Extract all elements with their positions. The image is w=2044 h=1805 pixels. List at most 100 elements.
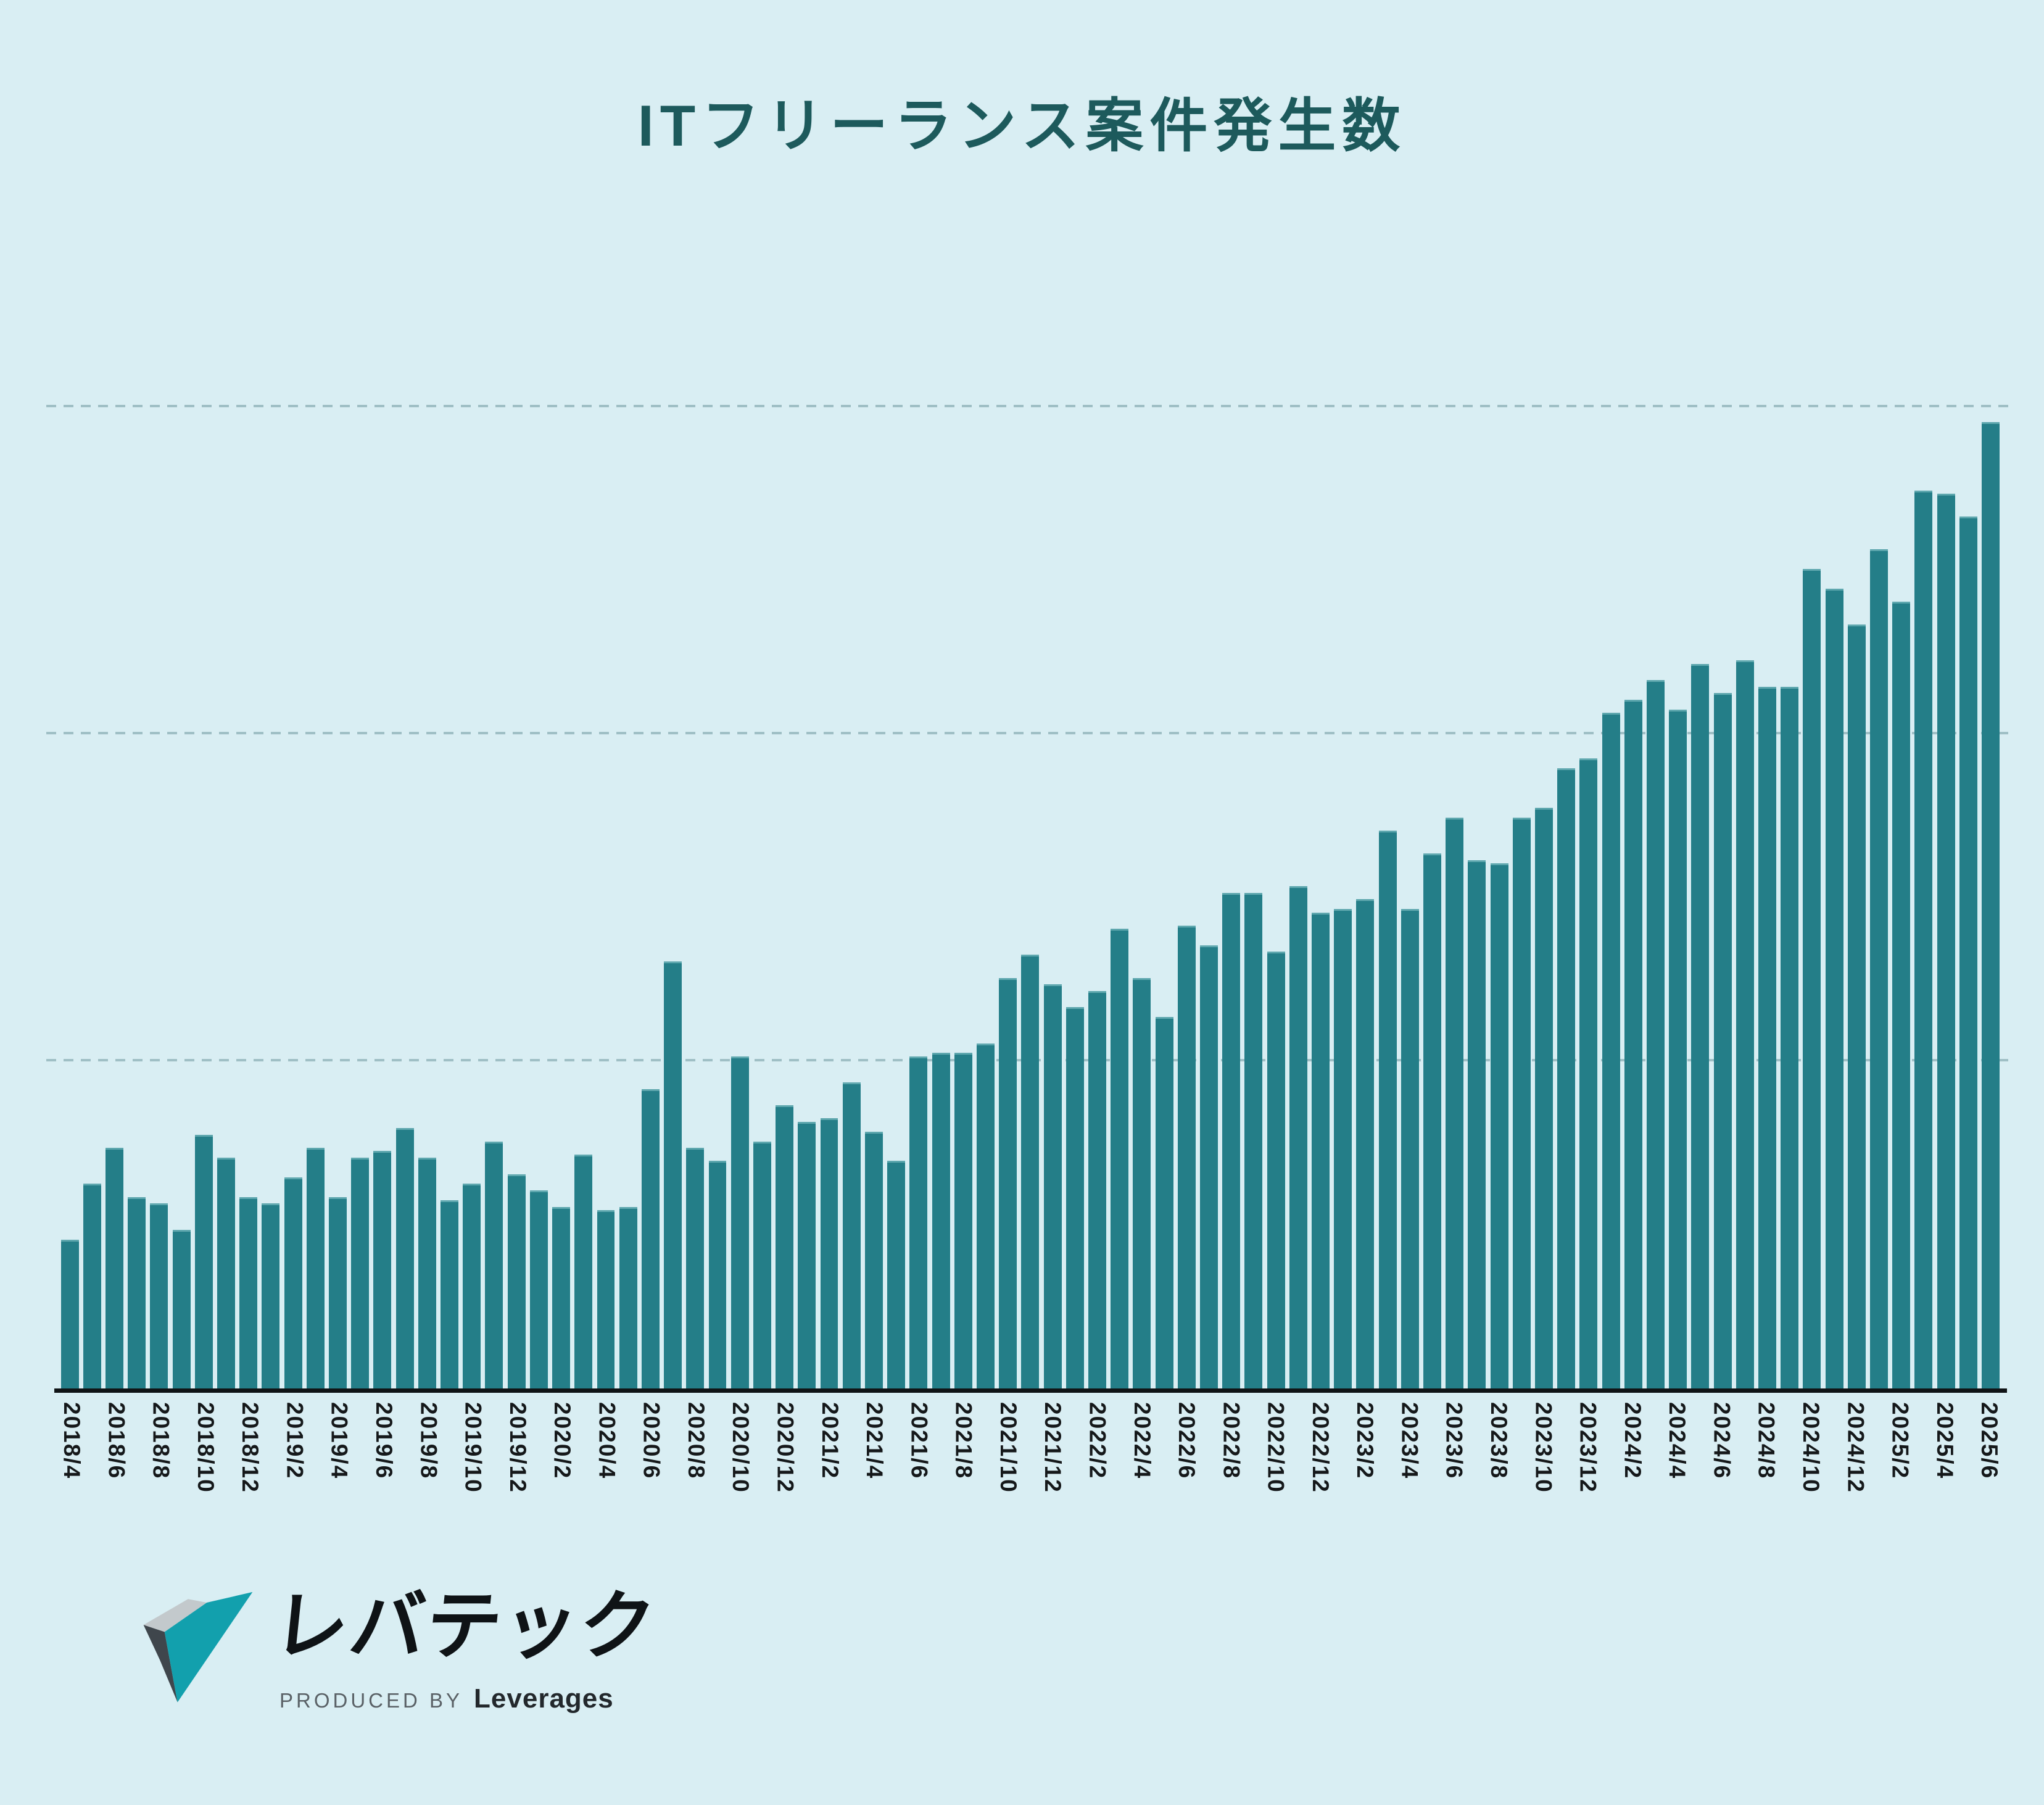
company-name-label: Leverages xyxy=(474,1683,614,1714)
bar-2024/8 xyxy=(1758,686,1777,1388)
bar-2022/3 xyxy=(1111,929,1129,1388)
x-tick-label-2024/4: 2024/4 xyxy=(1665,1402,1690,1480)
bar-slot-2024/4 xyxy=(1667,333,1689,1388)
bar-2020/1 xyxy=(529,1190,548,1388)
bar-slot-2020/4 xyxy=(595,333,617,1388)
bar-slot-2019/6 xyxy=(371,333,394,1388)
x-tick-label-2019/10: 2019/10 xyxy=(460,1402,486,1493)
x-tick-slot-2023/7 xyxy=(1467,1402,1486,1550)
bars-row xyxy=(59,333,2002,1388)
x-tick-label-2020/8: 2020/8 xyxy=(683,1402,709,1480)
x-tick-label-2022/2: 2022/2 xyxy=(1085,1402,1111,1480)
bar-2023/2 xyxy=(1356,899,1375,1388)
x-tick-label-2024/6: 2024/6 xyxy=(1709,1402,1735,1480)
x-tick-slot-2023/5 xyxy=(1422,1402,1441,1550)
bar-slot-2021/4 xyxy=(863,333,885,1388)
bar-2020/2 xyxy=(552,1206,571,1388)
bar-2023/12 xyxy=(1579,758,1598,1388)
x-tick-slot-2023/10: 2023/10 xyxy=(1530,1402,1556,1550)
bar-slot-2019/7 xyxy=(394,333,416,1388)
bar-2024/3 xyxy=(1647,680,1665,1388)
bar-2024/10 xyxy=(1803,569,1821,1388)
bar-2022/11 xyxy=(1289,886,1307,1388)
x-tick-slot-2018/5 xyxy=(85,1402,103,1550)
bar-slot-2024/6 xyxy=(1711,333,1734,1388)
bar-2022/7 xyxy=(1199,945,1218,1388)
bar-slot-2023/2 xyxy=(1354,333,1376,1388)
x-tick-slot-2025/3 xyxy=(1913,1402,1932,1550)
x-tick-label-2021/4: 2021/4 xyxy=(862,1402,888,1480)
bar-2019/5 xyxy=(351,1158,370,1388)
produced-by-label: PRODUCED BY xyxy=(279,1689,463,1712)
x-tick-slot-2022/8: 2022/8 xyxy=(1218,1402,1244,1550)
bar-2019/10 xyxy=(463,1184,481,1388)
x-tick-label-2024/2: 2024/2 xyxy=(1620,1402,1645,1480)
x-tick-label-2020/12: 2020/12 xyxy=(772,1402,798,1493)
x-tick-slot-2025/4: 2025/4 xyxy=(1932,1402,1958,1550)
bar-slot-2023/1 xyxy=(1332,333,1354,1388)
bar-2021/12 xyxy=(1043,984,1062,1388)
x-tick-slot-2021/2: 2021/2 xyxy=(817,1402,843,1550)
bar-2018/8 xyxy=(150,1203,168,1388)
bar-2018/10 xyxy=(194,1134,213,1388)
x-tick-label-2020/10: 2020/10 xyxy=(728,1402,754,1493)
x-tick-slot-2020/5 xyxy=(619,1402,638,1550)
bar-slot-2022/12 xyxy=(1309,333,1331,1388)
x-tick-label-2021/2: 2021/2 xyxy=(817,1402,843,1480)
bar-slot-2020/9 xyxy=(706,333,729,1388)
x-tick-label-2019/2: 2019/2 xyxy=(282,1402,308,1480)
x-tick-slot-2025/1 xyxy=(1868,1402,1887,1550)
x-tick-slot-2022/1 xyxy=(1065,1402,1084,1550)
x-tick-slot-2019/12: 2019/12 xyxy=(505,1402,531,1550)
x-tick-label-2021/12: 2021/12 xyxy=(1040,1402,1066,1493)
bar-slot-2022/5 xyxy=(1153,333,1175,1388)
x-tick-slot-2019/1 xyxy=(263,1402,281,1550)
x-tick-slot-2022/11 xyxy=(1289,1402,1307,1550)
x-tick-label-2019/8: 2019/8 xyxy=(416,1402,442,1480)
gridline-level-2 xyxy=(46,732,2008,734)
x-tick-label-2019/4: 2019/4 xyxy=(326,1402,352,1480)
x-tick-slot-2024/5 xyxy=(1690,1402,1708,1550)
x-tick-slot-2024/4: 2024/4 xyxy=(1664,1402,1690,1550)
bar-slot-2023/8 xyxy=(1488,333,1510,1388)
logo-wordmark: レバテック xyxy=(268,1584,661,1668)
x-tick-label-2019/12: 2019/12 xyxy=(505,1402,531,1493)
bar-slot-2021/5 xyxy=(885,333,908,1388)
x-tick-label-2023/12: 2023/12 xyxy=(1575,1402,1601,1493)
x-tick-slot-2024/8: 2024/8 xyxy=(1753,1402,1779,1550)
x-tick-slot-2019/5 xyxy=(352,1402,371,1550)
x-tick-slot-2020/7 xyxy=(664,1402,683,1550)
bar-slot-2024/12 xyxy=(1845,333,1868,1388)
bar-slot-2019/3 xyxy=(304,333,326,1388)
bar-slot-2021/10 xyxy=(997,333,1019,1388)
x-tick-slot-2022/7 xyxy=(1199,1402,1218,1550)
x-tick-slot-2022/5 xyxy=(1155,1402,1173,1550)
bar-2019/8 xyxy=(418,1158,436,1388)
x-tick-slot-2020/4: 2020/4 xyxy=(594,1402,619,1550)
x-tick-slot-2020/12: 2020/12 xyxy=(772,1402,798,1550)
bar-slot-2023/5 xyxy=(1421,333,1443,1388)
bar-2019/6 xyxy=(373,1151,392,1388)
x-tick-slot-2023/8: 2023/8 xyxy=(1486,1402,1512,1550)
x-tick-label-2025/6: 2025/6 xyxy=(1977,1402,2003,1480)
bar-slot-2020/2 xyxy=(550,333,572,1388)
bar-2025/3 xyxy=(1914,490,1933,1388)
bar-slot-2024/7 xyxy=(1734,333,1756,1388)
bar-slot-2021/6 xyxy=(908,333,930,1388)
bar-2021/11 xyxy=(1021,955,1040,1388)
bar-2022/12 xyxy=(1312,912,1330,1388)
bar-2025/2 xyxy=(1892,602,1911,1388)
x-tick-label-2024/8: 2024/8 xyxy=(1753,1402,1779,1480)
bar-2021/10 xyxy=(999,977,1017,1388)
bar-2020/5 xyxy=(619,1206,637,1388)
x-tick-label-2025/2: 2025/2 xyxy=(1887,1402,1913,1480)
x-tick-label-2021/10: 2021/10 xyxy=(995,1402,1021,1493)
bar-2021/4 xyxy=(864,1131,883,1388)
bar-slot-2019/12 xyxy=(505,333,528,1388)
bar-2018/4 xyxy=(60,1239,79,1388)
x-tick-slot-2023/11 xyxy=(1556,1402,1574,1550)
bar-2021/8 xyxy=(954,1053,972,1388)
bar-slot-2021/7 xyxy=(930,333,952,1388)
bar-slot-2022/8 xyxy=(1220,333,1243,1388)
x-tick-slot-2021/5 xyxy=(887,1402,906,1550)
